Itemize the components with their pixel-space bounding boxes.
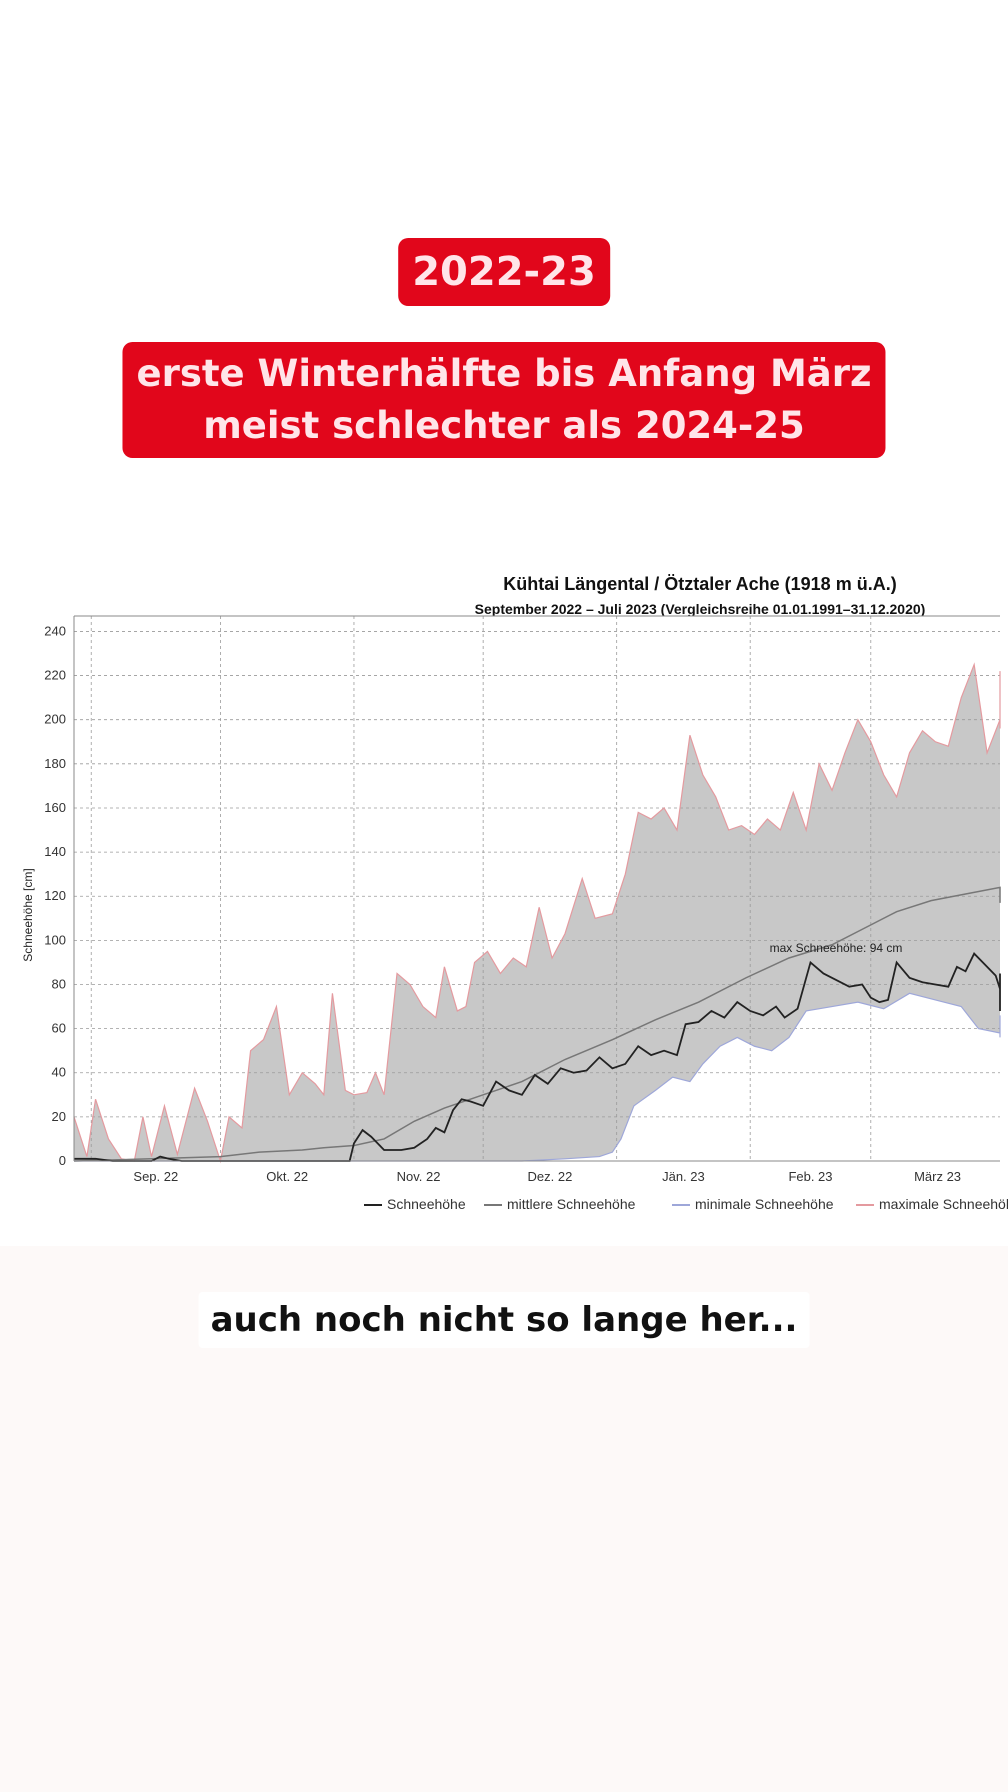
x-tick-label: Nov. 22	[397, 1169, 441, 1184]
min-snow-line	[74, 992, 1001, 1162]
y-tick-label: 80	[52, 976, 66, 991]
chart-title: Kühtai Längental / Ötztaler Ache (1918 m…	[503, 574, 896, 594]
max-snow-line	[73, 662, 1001, 1164]
legend-label: maximale Schneehöhe	[879, 1196, 1008, 1212]
headline-line-1: erste Winterhälfte bis Anfang März	[136, 352, 872, 395]
y-tick-label: 140	[44, 844, 66, 859]
caption: auch noch nicht so lange her...	[198, 1292, 810, 1348]
mean-snow-line	[73, 886, 1001, 1162]
x-tick-label: Okt. 22	[266, 1169, 308, 1184]
x-tick-label: Dez. 22	[528, 1169, 573, 1184]
y-tick-label: 40	[52, 1065, 66, 1080]
x-tick-label: Jän. 23	[662, 1169, 705, 1184]
y-tick-label: 200	[44, 712, 66, 727]
y-tick-label: 0	[59, 1153, 66, 1168]
min-max-band	[74, 664, 1000, 1161]
headline-line-2: meist schlechter als 2024-25	[203, 404, 805, 447]
chart-svg: Kühtai Längental / Ötztaler Ache (1918 m…	[21, 574, 1008, 1212]
legend-label: Schneehöhe	[387, 1196, 466, 1212]
y-tick-label: 240	[44, 623, 66, 638]
y-tick-label: 180	[44, 756, 66, 771]
snow-depth-chart: Kühtai Längental / Ötztaler Ache (1918 m…	[0, 560, 1008, 1246]
chart-subtitle: September 2022 – Juli 2023 (Vergleichsre…	[475, 601, 926, 617]
x-tick-label: Sep. 22	[133, 1169, 178, 1184]
plot-area: 0 20 40 60 80 100 120 140 160 180 200 220 240 Sep. 22…	[44, 615, 1001, 1184]
year-badge: 2022-23	[398, 238, 610, 306]
legend-label: mittlere Schneehöhe	[507, 1196, 636, 1212]
overlay-area: 2022-23 erste Winterhälfte bis Anfang Mä…	[0, 0, 1008, 560]
y-tick-label: 120	[44, 888, 66, 903]
legend-label: minimale Schneehöhe	[695, 1196, 834, 1212]
headline-badge: erste Winterhälfte bis Anfang März meist…	[122, 342, 886, 458]
y-tick-label: 220	[44, 668, 66, 683]
y-tick-label: 100	[44, 932, 66, 947]
y-tick-label: 60	[52, 1021, 66, 1036]
y-tick-label: 160	[44, 800, 66, 815]
chart-legend: Schneehöhe mittlere Schneehöhe minimale Sc…	[364, 1196, 1008, 1212]
x-tick-label: Feb. 23	[788, 1169, 832, 1184]
y-axis-label: Schneehöhe [cm]	[21, 868, 35, 961]
max-annotation: max Schneehöhe: 94 cm	[770, 941, 903, 955]
x-tick-label: März 23	[914, 1169, 961, 1184]
current-snow-line	[74, 952, 1001, 1162]
y-tick-label: 20	[52, 1109, 66, 1124]
